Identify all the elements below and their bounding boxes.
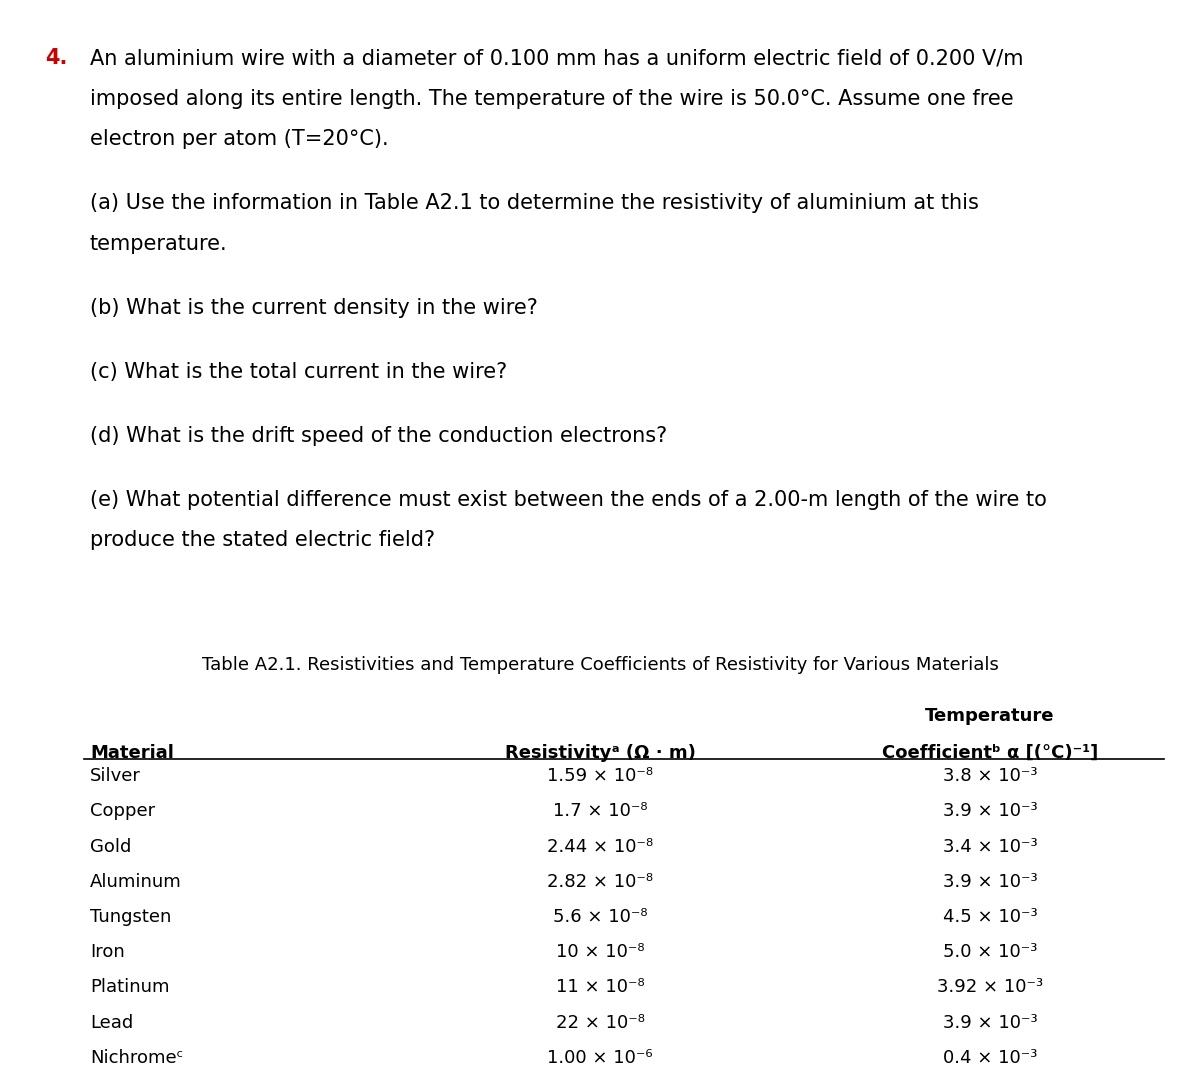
Text: 3.8 × 10⁻³: 3.8 × 10⁻³ (943, 767, 1037, 785)
Text: produce the stated electric field?: produce the stated electric field? (90, 530, 436, 551)
Text: (c) What is the total current in the wire?: (c) What is the total current in the wir… (90, 362, 508, 382)
Text: 3.4 × 10⁻³: 3.4 × 10⁻³ (943, 838, 1037, 856)
Text: Silver: Silver (90, 767, 140, 785)
Text: An aluminium wire with a diameter of 0.100 mm has a uniform electric field of 0.: An aluminium wire with a diameter of 0.1… (90, 48, 1024, 68)
Text: (b) What is the current density in the wire?: (b) What is the current density in the w… (90, 298, 538, 318)
Text: (d) What is the drift speed of the conduction electrons?: (d) What is the drift speed of the condu… (90, 426, 667, 446)
Text: 0.4 × 10⁻³: 0.4 × 10⁻³ (943, 1049, 1037, 1067)
Text: Resistivityᵃ (Ω · m): Resistivityᵃ (Ω · m) (504, 744, 696, 762)
Text: 4.: 4. (46, 48, 68, 68)
Text: 11 × 10⁻⁸: 11 × 10⁻⁸ (556, 978, 644, 997)
Text: 1.59 × 10⁻⁸: 1.59 × 10⁻⁸ (547, 767, 653, 785)
Text: Copper: Copper (90, 802, 155, 821)
Text: 3.9 × 10⁻³: 3.9 × 10⁻³ (943, 802, 1037, 821)
Text: 2.82 × 10⁻⁸: 2.82 × 10⁻⁸ (547, 873, 653, 891)
Text: Temperature: Temperature (925, 707, 1055, 726)
Text: Coefficientᵇ α [(°C)⁻¹]: Coefficientᵇ α [(°C)⁻¹] (882, 744, 1098, 762)
Text: Aluminum: Aluminum (90, 873, 181, 891)
Text: 22 × 10⁻⁸: 22 × 10⁻⁸ (556, 1014, 644, 1032)
Text: 1.00 × 10⁻⁶: 1.00 × 10⁻⁶ (547, 1049, 653, 1067)
Text: 5.0 × 10⁻³: 5.0 × 10⁻³ (943, 943, 1037, 961)
Text: Lead: Lead (90, 1014, 133, 1032)
Text: Table A2.1. Resistivities and Temperature Coefficients of Resistivity for Variou: Table A2.1. Resistivities and Temperatur… (202, 656, 998, 674)
Text: Nichromeᶜ: Nichromeᶜ (90, 1049, 184, 1067)
Text: 3.9 × 10⁻³: 3.9 × 10⁻³ (943, 873, 1037, 891)
Text: 3.92 × 10⁻³: 3.92 × 10⁻³ (937, 978, 1043, 997)
Text: Platinum: Platinum (90, 978, 169, 997)
Text: electron per atom (T=20°C).: electron per atom (T=20°C). (90, 129, 389, 149)
Text: Iron: Iron (90, 943, 125, 961)
Text: 10 × 10⁻⁸: 10 × 10⁻⁸ (556, 943, 644, 961)
Text: 1.7 × 10⁻⁸: 1.7 × 10⁻⁸ (553, 802, 647, 821)
Text: Tungsten: Tungsten (90, 908, 172, 926)
Text: (a) Use the information in Table A2.1 to determine the resistivity of aluminium : (a) Use the information in Table A2.1 to… (90, 193, 979, 213)
Text: 5.6 × 10⁻⁸: 5.6 × 10⁻⁸ (553, 908, 647, 926)
Text: Gold: Gold (90, 838, 131, 856)
Text: (e) What potential difference must exist between the ends of a 2.00-m length of : (e) What potential difference must exist… (90, 490, 1046, 510)
Text: Material: Material (90, 744, 174, 762)
Text: 3.9 × 10⁻³: 3.9 × 10⁻³ (943, 1014, 1037, 1032)
Text: imposed along its entire length. The temperature of the wire is 50.0°C. Assume o: imposed along its entire length. The tem… (90, 89, 1014, 109)
Text: temperature.: temperature. (90, 234, 228, 254)
Text: 2.44 × 10⁻⁸: 2.44 × 10⁻⁸ (547, 838, 653, 856)
Text: 4.5 × 10⁻³: 4.5 × 10⁻³ (943, 908, 1037, 926)
